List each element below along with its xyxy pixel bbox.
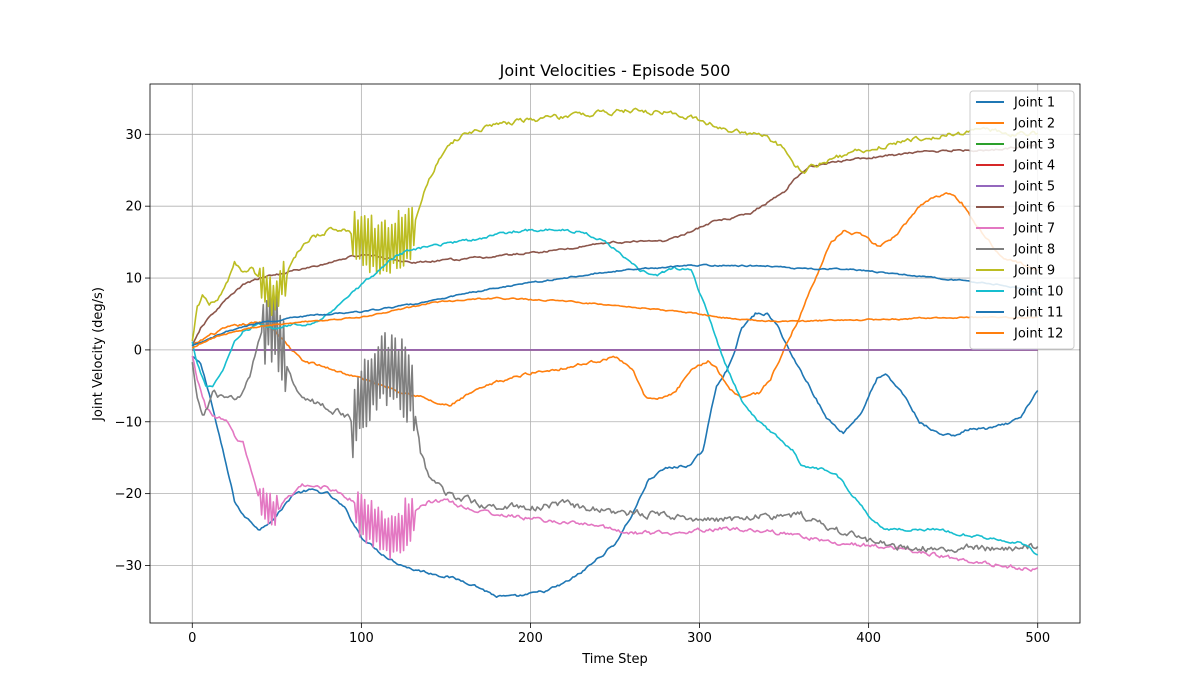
x-tick-label: 500 (1025, 631, 1050, 646)
legend-entry: Joint 3 (1013, 138, 1055, 153)
legend-entry: Joint 10 (1013, 285, 1063, 300)
x-tick-label: 400 (856, 631, 881, 646)
series-line-joint-9 (191, 107, 1039, 342)
y-tick-label: −20 (115, 487, 142, 502)
legend-entry: Joint 5 (1013, 180, 1055, 195)
series-layer (191, 107, 1039, 598)
legend-box (969, 90, 1075, 350)
series-line-joint-12 (191, 296, 1038, 349)
series-line-joint-11 (191, 263, 1038, 347)
series-line-joint-8 (191, 289, 1039, 554)
x-tick-label: 100 (349, 631, 374, 646)
legend-entry: Joint 7 (1013, 222, 1055, 237)
plot-frame (149, 83, 1081, 624)
legend-entry: Joint 8 (1013, 243, 1055, 258)
legend: Joint 1 Joint 2 Joint 3 Joint 4 Joint 5 Joint… (969, 90, 1075, 350)
x-axis-label: Time Step (581, 652, 648, 667)
chart-title: Joint Velocities - Episode 500 (499, 61, 731, 80)
legend-entry: Joint 4 (1013, 159, 1055, 174)
legend-entry: Joint 2 (1013, 117, 1055, 132)
legend-entry: Joint 1 (1013, 96, 1055, 111)
x-tick-label: 0 (188, 631, 196, 646)
y-tick-label: 10 (125, 272, 142, 287)
x-tick-label: 200 (518, 631, 543, 646)
legend-entry: Joint 11 (1013, 306, 1063, 321)
series-line-joint-10 (191, 228, 1039, 556)
y-tick-label: 30 (125, 128, 142, 143)
axis-ticks: 0 100 200 300 400 500 −30 −20 −10 0 10 20 30 (115, 128, 1051, 646)
series-line-joint-2 (191, 192, 1038, 407)
x-tick-label: 300 (687, 631, 712, 646)
y-tick-label: 0 (134, 343, 142, 358)
series-line-joint-7 (191, 355, 1039, 572)
y-axis-label: Joint Velocity (deg/s) (91, 287, 106, 422)
series-line-joint-1 (192, 312, 1039, 598)
legend-entry: Joint 9 (1013, 264, 1055, 279)
plot-area (150, 84, 1080, 623)
y-tick-label: −10 (115, 415, 142, 430)
y-tick-label: −30 (115, 559, 142, 574)
legend-entry: Joint 12 (1013, 327, 1063, 342)
series-line-joint-6 (191, 143, 1039, 347)
y-tick-label: 20 (125, 200, 142, 215)
legend-entry: Joint 6 (1013, 201, 1055, 216)
